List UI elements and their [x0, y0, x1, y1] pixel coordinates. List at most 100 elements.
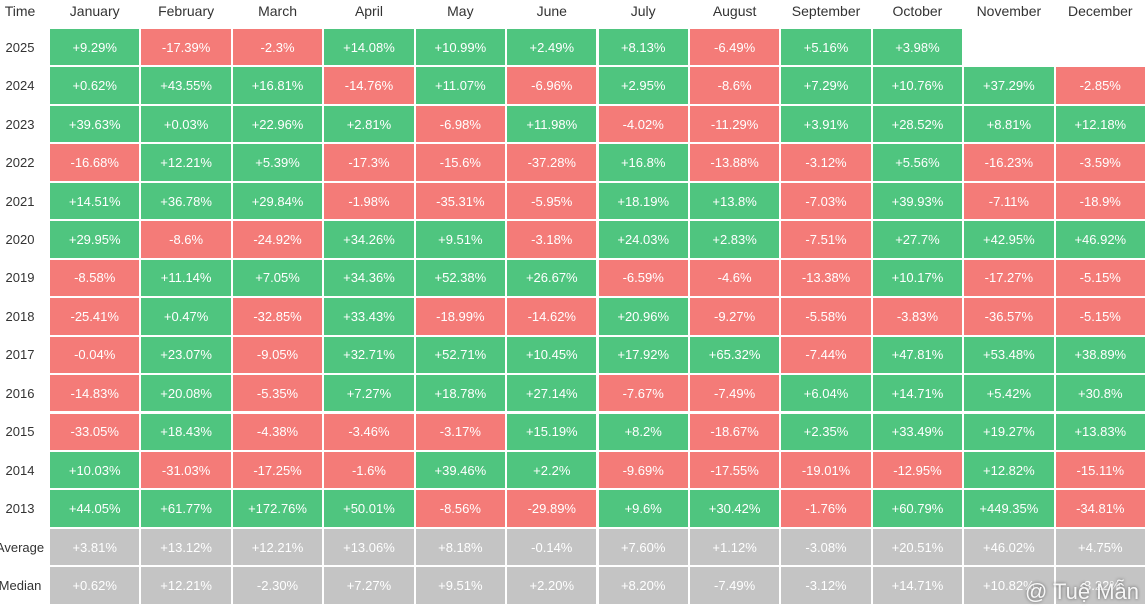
summary-cell: -7.49%	[689, 567, 780, 604]
summary-cell: -3.22%	[1055, 567, 1145, 604]
column-header: April	[354, 3, 383, 19]
return-cell: +18.19%	[598, 182, 688, 220]
return-cell: -15.11%	[1055, 451, 1145, 489]
return-cell: +37.29%	[964, 67, 1054, 104]
return-cell: -7.67%	[598, 375, 688, 412]
summary-cell: -2.30%	[232, 567, 323, 604]
column-header: February	[158, 3, 215, 19]
return-cell: +8.2%	[598, 413, 688, 450]
return-cell: -1.98%	[324, 182, 414, 220]
return-cell: +18.43%	[141, 413, 231, 450]
summary-cell: -3.08%	[781, 528, 871, 566]
return-cell: +2.81%	[324, 105, 414, 143]
summary-cell: +8.20%	[598, 567, 688, 604]
return-cell: -31.03%	[141, 451, 231, 489]
return-cell: -17.27%	[964, 259, 1054, 297]
row-label: 2014	[5, 462, 35, 478]
return-cell: -36.57%	[964, 298, 1054, 335]
return-cell: +42.95%	[964, 221, 1054, 258]
return-cell: +2.35%	[781, 413, 871, 450]
return-cell: +18.78%	[415, 375, 506, 412]
return-cell: -8.6%	[141, 221, 231, 258]
return-cell: +8.81%	[964, 105, 1054, 143]
row-label: 2019	[5, 270, 35, 286]
summary-cell: +7.60%	[598, 528, 688, 566]
return-cell: +52.38%	[415, 259, 506, 297]
return-cell: +10.45%	[507, 336, 597, 374]
return-cell: -6.49%	[689, 29, 780, 66]
return-cell: -5.95%	[507, 182, 597, 220]
return-cell: -6.59%	[598, 259, 688, 297]
summary-cell: -0.14%	[507, 528, 597, 566]
return-cell: -7.49%	[689, 375, 780, 412]
return-cell: -34.81%	[1055, 490, 1145, 527]
column-header: January	[69, 3, 120, 19]
column-header: September	[791, 3, 861, 19]
return-cell: +28.52%	[872, 105, 963, 143]
row-label: 2018	[5, 308, 35, 324]
return-cell: -7.51%	[781, 221, 871, 258]
return-cell: +29.95%	[50, 221, 140, 258]
return-cell: +9.6%	[598, 490, 688, 527]
return-cell: +52.71%	[415, 336, 506, 374]
return-cell: +0.47%	[141, 298, 231, 335]
return-cell: -35.31%	[415, 182, 506, 220]
return-cell: +39.63%	[50, 105, 140, 143]
return-cell: +5.16%	[781, 29, 871, 66]
return-cell: +38.89%	[1055, 336, 1145, 374]
row-label: 2023	[5, 116, 35, 132]
return-cell: +449.35%	[964, 490, 1054, 527]
column-header: June	[536, 3, 567, 19]
return-cell: +16.8%	[598, 144, 688, 181]
return-cell: -4.02%	[598, 105, 688, 143]
return-cell: -16.68%	[50, 144, 140, 181]
return-cell: -5.15%	[1055, 298, 1145, 335]
return-cell: -32.85%	[232, 298, 323, 335]
return-cell: +13.8%	[689, 182, 780, 220]
return-cell: +30.8%	[1055, 375, 1145, 412]
return-cell: -6.96%	[507, 67, 597, 104]
column-header: March	[258, 3, 297, 19]
return-cell: -11.29%	[689, 105, 780, 143]
return-cell: +39.93%	[872, 182, 963, 220]
summary-cell: +12.21%	[232, 528, 323, 566]
return-cell: +11.14%	[141, 259, 231, 297]
return-cell: -4.6%	[689, 259, 780, 297]
summary-cell: +46.02%	[964, 528, 1054, 566]
return-cell: -15.6%	[415, 144, 506, 181]
return-cell: +50.01%	[324, 490, 414, 527]
return-cell: -13.38%	[781, 259, 871, 297]
return-cell: +10.76%	[872, 67, 963, 104]
return-cell: +20.96%	[598, 298, 688, 335]
summary-cell: +4.75%	[1055, 528, 1145, 566]
return-cell: +20.08%	[141, 375, 231, 412]
return-cell: +24.03%	[598, 221, 688, 258]
return-cell: -14.83%	[50, 375, 140, 412]
return-cell: +7.29%	[781, 67, 871, 104]
summary-cell: +9.51%	[415, 567, 506, 604]
summary-cell: +3.81%	[50, 528, 140, 566]
return-cell: -17.25%	[232, 451, 323, 489]
return-cell: +2.2%	[507, 451, 597, 489]
return-cell: +27.7%	[872, 221, 963, 258]
return-cell: +34.36%	[324, 259, 414, 297]
row-label: 2022	[5, 155, 35, 171]
return-cell: -17.55%	[689, 451, 780, 489]
return-cell: +44.05%	[50, 490, 140, 527]
return-cell: +11.07%	[415, 67, 506, 104]
return-cell: -6.98%	[415, 105, 506, 143]
return-cell: +17.92%	[598, 336, 688, 374]
return-cell: +0.62%	[50, 67, 140, 104]
return-cell: +13.83%	[1055, 413, 1145, 450]
return-cell: -18.9%	[1055, 182, 1145, 220]
return-cell: +27.14%	[507, 375, 597, 412]
return-cell: -2.85%	[1055, 67, 1145, 104]
return-cell: +7.05%	[232, 259, 323, 297]
return-cell: +39.46%	[415, 451, 506, 489]
return-cell: -8.58%	[50, 259, 140, 297]
row-label: 2021	[5, 193, 35, 209]
row-label: 2024	[5, 78, 35, 94]
return-cell: -4.38%	[232, 413, 323, 450]
return-cell: -16.23%	[964, 144, 1054, 181]
watermark: @ Tuệ Mẫn	[1024, 579, 1139, 604]
